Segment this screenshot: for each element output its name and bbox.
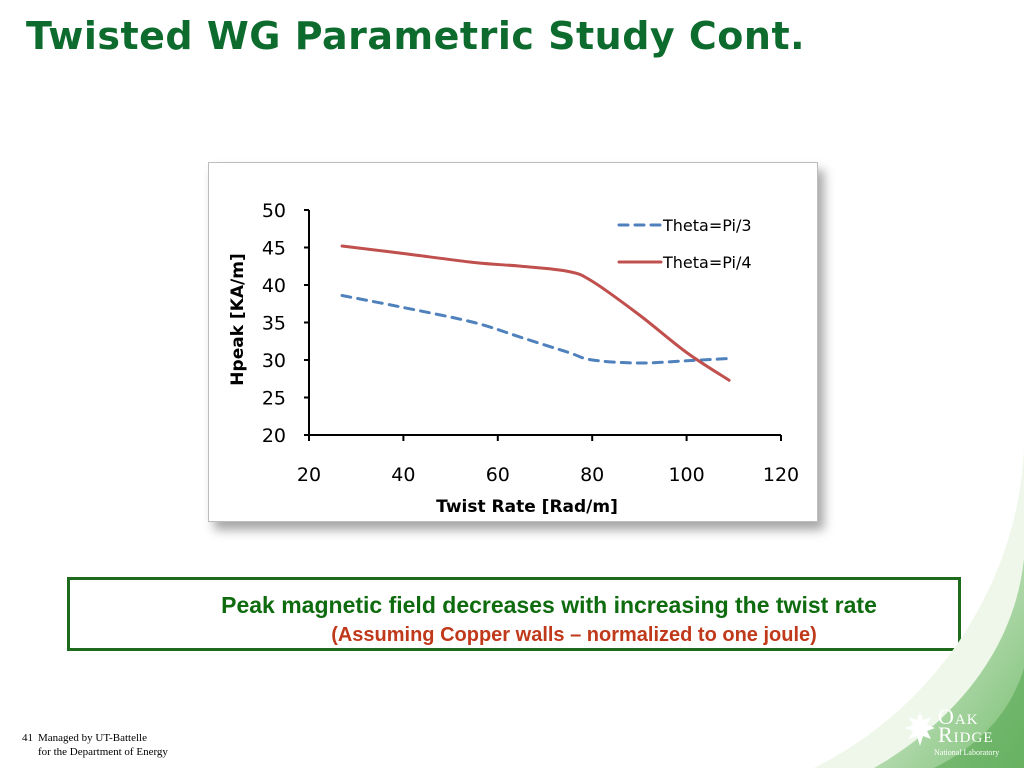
footer-line-1: Managed by UT-Battelle <box>38 732 147 744</box>
x-tick-label: 40 <box>391 464 415 486</box>
y-axis-title: Hpeak [KA/m] <box>228 253 248 385</box>
x-tick-label: 100 <box>668 464 704 486</box>
y-tick-label: 50 <box>262 200 286 222</box>
x-tick-label: 120 <box>763 464 799 486</box>
series-line-2 <box>340 244 731 382</box>
leaf-icon <box>905 712 935 746</box>
logo-subtitle: National Laboratory <box>934 748 1000 757</box>
series-line-1 <box>340 294 731 365</box>
footer: 41 Managed by UT-Battelle for the Departm… <box>22 731 168 759</box>
x-tick-label: 80 <box>580 464 604 486</box>
page-number: 41 <box>22 732 33 744</box>
y-tick-label: 30 <box>262 350 286 372</box>
y-tick-label: 25 <box>262 388 286 410</box>
x-tick-label: 20 <box>297 464 321 486</box>
assumption-text: (Assuming Copper walls – normalized to o… <box>331 624 817 646</box>
legend-label-1: Theta=Pi/3 <box>662 216 752 235</box>
footer-line-2: for the Department of Energy <box>38 746 168 758</box>
legend-label-2: Theta=Pi/4 <box>662 253 752 272</box>
y-tick-label: 45 <box>262 238 286 260</box>
conclusion-box: Peak magnetic field decreases with incre… <box>67 577 961 651</box>
oak-ridge-logo: Oak Ridge National Laboratory <box>904 704 1014 762</box>
line-chart: 20 25 30 35 40 45 50 20 40 60 80 100 120 Twist Rate [… <box>228 200 799 517</box>
decorative-swoosh <box>814 438 1024 768</box>
y-tick-label: 20 <box>262 425 286 447</box>
slide-title: Twisted WG Parametric Study Cont. <box>26 14 806 58</box>
logo-word-ridge: Ridge <box>938 722 994 747</box>
y-tick-label: 35 <box>262 313 286 335</box>
y-tick-label: 40 <box>262 275 286 297</box>
x-axis-title: Twist Rate [Rad/m] <box>436 497 618 517</box>
x-tick-label: 60 <box>486 464 510 486</box>
chart-frame: 20 25 30 35 40 45 50 20 40 60 80 100 120 Twist Rate [… <box>208 162 818 522</box>
logo-word-oak: Oak <box>938 704 979 729</box>
conclusion-text: Peak magnetic field decreases with incre… <box>221 592 877 618</box>
